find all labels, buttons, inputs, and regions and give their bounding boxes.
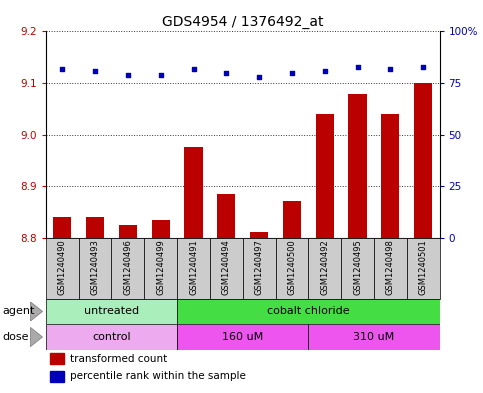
FancyBboxPatch shape — [177, 238, 210, 299]
Point — [91, 68, 99, 74]
Point — [321, 68, 328, 74]
Text: percentile rank within the sample: percentile rank within the sample — [70, 371, 246, 381]
Point — [124, 72, 132, 78]
FancyBboxPatch shape — [374, 238, 407, 299]
Text: GSM1240499: GSM1240499 — [156, 240, 165, 296]
FancyBboxPatch shape — [341, 238, 374, 299]
Text: GSM1240496: GSM1240496 — [123, 240, 132, 296]
Point — [157, 72, 165, 78]
Text: GSM1240497: GSM1240497 — [255, 240, 264, 296]
Text: GSM1240498: GSM1240498 — [386, 240, 395, 296]
FancyBboxPatch shape — [46, 238, 79, 299]
Bar — [185, 147, 202, 238]
Bar — [53, 217, 71, 238]
Text: agent: agent — [2, 307, 35, 316]
Bar — [283, 201, 301, 238]
Text: transformed count: transformed count — [70, 354, 167, 364]
Text: control: control — [92, 332, 131, 342]
FancyBboxPatch shape — [308, 238, 341, 299]
Text: 160 uM: 160 uM — [222, 332, 263, 342]
Text: 310 uM: 310 uM — [353, 332, 395, 342]
Bar — [316, 114, 334, 238]
Text: untreated: untreated — [84, 307, 139, 316]
Point — [255, 73, 263, 80]
FancyBboxPatch shape — [144, 238, 177, 299]
Bar — [50, 353, 64, 364]
Text: GSM1240495: GSM1240495 — [353, 240, 362, 296]
Text: GSM1240493: GSM1240493 — [91, 240, 99, 296]
Point — [386, 65, 394, 72]
FancyBboxPatch shape — [308, 324, 440, 350]
FancyBboxPatch shape — [210, 238, 242, 299]
FancyBboxPatch shape — [79, 238, 112, 299]
Bar — [381, 114, 399, 238]
FancyBboxPatch shape — [275, 238, 308, 299]
Bar — [250, 231, 268, 238]
Bar — [349, 94, 367, 238]
Text: cobalt chloride: cobalt chloride — [267, 307, 350, 316]
FancyBboxPatch shape — [177, 299, 440, 324]
Point — [419, 63, 427, 70]
Bar — [414, 83, 432, 238]
FancyBboxPatch shape — [46, 299, 177, 324]
FancyBboxPatch shape — [112, 238, 144, 299]
FancyBboxPatch shape — [407, 238, 440, 299]
Point — [354, 63, 361, 70]
Text: GSM1240501: GSM1240501 — [419, 240, 427, 296]
Polygon shape — [30, 302, 43, 321]
Text: GSM1240490: GSM1240490 — [58, 240, 67, 296]
Text: GSM1240492: GSM1240492 — [320, 240, 329, 296]
Bar — [119, 225, 137, 238]
Polygon shape — [30, 327, 43, 347]
Bar — [152, 220, 170, 238]
FancyBboxPatch shape — [177, 324, 308, 350]
Text: GSM1240494: GSM1240494 — [222, 240, 231, 296]
Bar — [217, 194, 235, 238]
Bar — [50, 371, 64, 382]
Point — [288, 70, 296, 76]
FancyBboxPatch shape — [46, 324, 177, 350]
Text: GSM1240491: GSM1240491 — [189, 240, 198, 296]
Text: dose: dose — [2, 332, 29, 342]
Point — [190, 65, 198, 72]
Point — [58, 65, 66, 72]
Bar — [86, 217, 104, 238]
Text: GSM1240500: GSM1240500 — [287, 240, 297, 296]
Title: GDS4954 / 1376492_at: GDS4954 / 1376492_at — [162, 15, 324, 29]
FancyBboxPatch shape — [242, 238, 275, 299]
Point — [223, 70, 230, 76]
